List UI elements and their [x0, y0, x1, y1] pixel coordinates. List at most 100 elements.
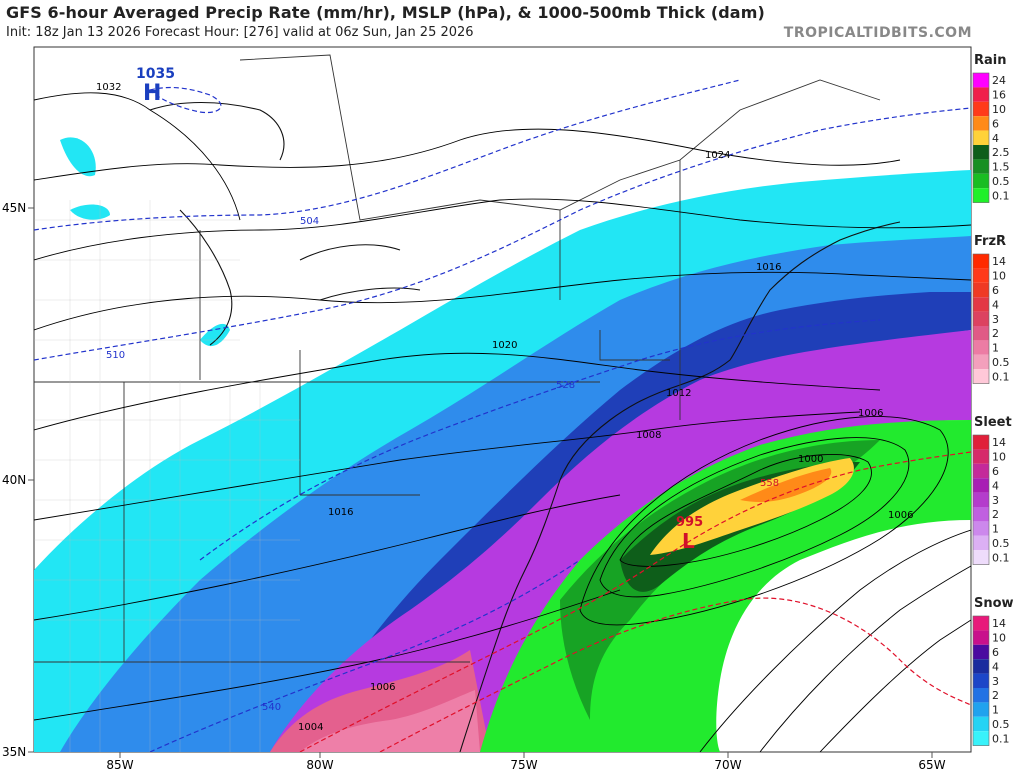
legend-swatch [973, 354, 989, 370]
county-grid [34, 200, 300, 752]
isobar-sw-2 [759, 565, 971, 752]
isobar-sw-1 [699, 529, 971, 752]
frzr-band-2 [300, 690, 480, 752]
legend-tick-label: 10 [992, 103, 1006, 116]
isobar-1 [34, 92, 241, 221]
legend-swatch [973, 268, 989, 283]
isobar-label: 1006 [370, 682, 395, 693]
lat-label-35n: 35N [2, 745, 26, 759]
map-title: GFS 6-hour Averaged Precip Rate (mm/hr),… [6, 3, 765, 22]
legend-title-snow: Snow [974, 596, 1014, 611]
legend-swatch [973, 130, 989, 145]
lat-label-40n: 40N [2, 473, 26, 487]
legend-swatch [973, 673, 989, 688]
legend-swatch [973, 311, 989, 326]
legend-frame [972, 615, 990, 746]
legend-tick-label: 1 [992, 523, 999, 536]
legend-swatch [973, 369, 989, 384]
isobar-label: 1006 [888, 510, 913, 521]
legend-tick-label: 4 [992, 660, 999, 673]
legend-tick-label: 14 [992, 255, 1006, 268]
legend-title-frzr: FrzR [974, 234, 1006, 249]
color-legends: Rain241610642.51.50.50.1FrzR1410643210.5… [972, 53, 1014, 746]
legend-frame [972, 72, 990, 203]
thickness-label: 528 [556, 380, 575, 391]
low-pressure-symbol: L [682, 529, 695, 553]
legend-swatch [973, 688, 989, 703]
legend-tick-label: 10 [992, 632, 1006, 645]
sleet-band [270, 330, 971, 752]
isobars [34, 92, 971, 752]
isobar-label: 1024 [705, 150, 730, 161]
legend-swatch [973, 716, 989, 732]
isobar-2 [34, 128, 901, 181]
legend-swatch [973, 731, 989, 746]
high-pressure-symbol: H [143, 81, 161, 106]
legend-tick-label: 3 [992, 494, 999, 507]
isobar-low-ring [619, 454, 872, 567]
legend-tick-label: 16 [992, 89, 1006, 102]
isobar-label: 1006 [858, 408, 883, 419]
legend-swatch [973, 73, 989, 88]
legend-tick-label: 0.1 [992, 732, 1010, 745]
legend-tick-label: 6 [992, 465, 999, 478]
lon-label-80w: 80W [306, 758, 333, 772]
legend-swatch [973, 116, 989, 131]
legend-swatch [973, 630, 989, 645]
precip-field [34, 137, 971, 752]
legend-swatch [973, 173, 989, 189]
thickness-warm-2 [379, 597, 971, 752]
thickness-lines [34, 79, 971, 752]
legend-tick-label: 4 [992, 298, 999, 311]
legend-tick-label: 6 [992, 646, 999, 659]
lon-label-75w: 75W [510, 758, 537, 772]
isobar-label: 1004 [298, 722, 323, 733]
legend-tick-label: 0.1 [992, 189, 1010, 202]
thickness-528 [199, 319, 881, 561]
isobar-sw-3 [819, 619, 971, 752]
legend-swatch [973, 159, 989, 174]
thickness-540 [149, 559, 581, 752]
legend-swatch [973, 616, 989, 631]
legend-tick-label: 24 [992, 74, 1006, 87]
thickness-558 [299, 451, 971, 752]
legend-swatch [973, 659, 989, 674]
brand-watermark[interactable]: TROPICALTIDBITS.COM [783, 25, 972, 41]
legend-tick-label: 2 [992, 689, 999, 702]
lon-label-70w: 70W [714, 758, 741, 772]
isobar-label: 1032 [96, 82, 121, 93]
lat-label-45n: 45N [2, 201, 26, 215]
thickness-504 [34, 79, 741, 231]
lake-effect-band-2 [60, 137, 96, 177]
legend-swatch [973, 326, 989, 341]
legend-tick-label: 3 [992, 675, 999, 688]
isobar-label: 1000 [798, 454, 823, 465]
great-lakes [149, 102, 421, 346]
legend-swatch [973, 188, 989, 203]
isobar-low-ring-3 [579, 416, 949, 626]
legend-swatch [973, 478, 989, 493]
legend-tick-label: 0.1 [992, 370, 1010, 383]
legend-swatch [973, 254, 989, 269]
legend-swatch [973, 449, 989, 464]
isobar-label: 1016 [328, 507, 353, 518]
thickness-label: 510 [106, 350, 125, 361]
county-lines [34, 200, 300, 752]
legend-tick-label: 6 [992, 284, 999, 297]
thickness-label: 540 [262, 702, 281, 713]
legend-swatch [973, 463, 989, 479]
legend-tick-label: 0.5 [992, 175, 1010, 188]
canada-border [239, 54, 881, 221]
isobar-3 [34, 198, 971, 261]
legend-tick-label: 2 [992, 508, 999, 521]
legend-title-sleet: Sleet [974, 415, 1012, 430]
isobar-label: 1016 [756, 262, 781, 273]
isobar-label: 1012 [666, 388, 691, 399]
legend-tick-label: 1 [992, 342, 999, 355]
geography [34, 54, 901, 752]
thickness-high [148, 86, 222, 114]
lon-label-85w: 85W [106, 758, 133, 772]
high-pressure-value: 1035 [136, 66, 175, 82]
legend-tick-label: 14 [992, 436, 1006, 449]
legend-swatch [973, 435, 989, 450]
